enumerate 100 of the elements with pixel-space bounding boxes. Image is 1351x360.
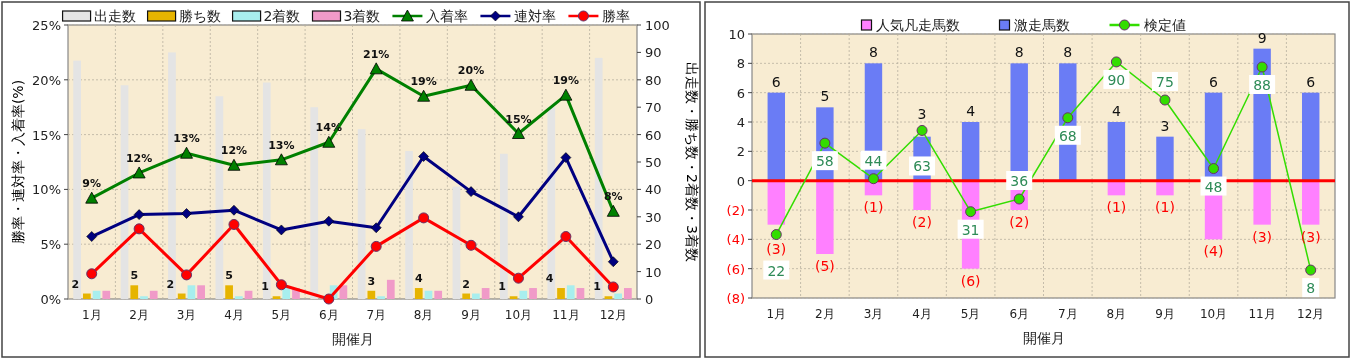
bar bbox=[1107, 122, 1126, 181]
bar bbox=[414, 288, 423, 299]
bar bbox=[82, 293, 91, 299]
bar bbox=[168, 52, 176, 299]
bar bbox=[1301, 92, 1320, 181]
bar bbox=[102, 290, 111, 299]
data-label: 22 bbox=[767, 262, 786, 279]
point bbox=[132, 166, 146, 179]
data-label: (6) bbox=[960, 272, 981, 289]
bar bbox=[367, 290, 376, 299]
x-tick-label: 3月 bbox=[176, 308, 197, 322]
data-label: 13% bbox=[268, 138, 295, 152]
data-label: 1 bbox=[498, 280, 506, 294]
x-tick-label: 2月 bbox=[129, 308, 149, 322]
data-label: (3) bbox=[1252, 228, 1273, 245]
point bbox=[417, 89, 431, 102]
bar bbox=[614, 293, 623, 299]
x-tick-label: 5月 bbox=[271, 308, 292, 322]
data-label: 5 bbox=[820, 88, 830, 105]
legend-label: 3着数 bbox=[343, 8, 381, 24]
point bbox=[85, 191, 99, 204]
data-label: 3 bbox=[1160, 117, 1170, 134]
bar bbox=[1156, 180, 1174, 196]
y-tick-label: 10 bbox=[728, 27, 745, 42]
y-tick-label: 20% bbox=[32, 72, 61, 88]
x-axis-title: 開催月 bbox=[331, 331, 374, 347]
point bbox=[513, 211, 524, 223]
y2-tick-label: 50 bbox=[645, 155, 662, 170]
data-label: 4 bbox=[545, 272, 554, 286]
x-tick-label: 10月 bbox=[1199, 307, 1228, 321]
bar bbox=[767, 180, 786, 225]
bar bbox=[547, 107, 556, 299]
y2-tick-label: 90 bbox=[645, 45, 662, 61]
data-label: 15% bbox=[505, 112, 532, 126]
point bbox=[560, 152, 572, 163]
bar bbox=[282, 288, 291, 299]
x-tick-label: 6月 bbox=[318, 308, 339, 322]
data-label: 58 bbox=[815, 153, 834, 170]
data-label: 9% bbox=[82, 177, 102, 191]
data-label: (4) bbox=[1203, 243, 1224, 260]
legend-label: 連対率 bbox=[514, 8, 557, 24]
point bbox=[418, 151, 429, 162]
x-axis-title: 開催月 bbox=[1022, 330, 1065, 346]
legend-label: 入着率 bbox=[426, 8, 469, 24]
y-tick-label: 0% bbox=[40, 292, 61, 307]
bar bbox=[405, 151, 413, 299]
data-label: 5 bbox=[130, 269, 139, 283]
data-label: 90 bbox=[1107, 71, 1126, 88]
y-tick-label: (8) bbox=[726, 291, 745, 306]
point bbox=[560, 231, 572, 243]
bar bbox=[462, 293, 471, 299]
point bbox=[133, 209, 145, 220]
bar bbox=[529, 288, 537, 299]
bar bbox=[225, 285, 233, 299]
data-label: 1 bbox=[593, 280, 601, 294]
data-label: 4 bbox=[414, 272, 423, 286]
bar bbox=[624, 288, 632, 299]
y-tick-label: (4) bbox=[726, 232, 745, 248]
bar bbox=[149, 290, 158, 299]
data-label: 63 bbox=[913, 158, 931, 175]
bar bbox=[594, 57, 603, 299]
point bbox=[323, 293, 335, 305]
point bbox=[464, 78, 478, 91]
y2-tick-label: 60 bbox=[645, 127, 662, 143]
point bbox=[512, 127, 525, 139]
data-label: (2) bbox=[1009, 214, 1030, 230]
point bbox=[1208, 163, 1220, 175]
y2-tick-label: 20 bbox=[645, 237, 662, 253]
data-label: (1) bbox=[863, 199, 884, 216]
y-tick-label: 25% bbox=[32, 18, 61, 33]
x-tick-label: 11月 bbox=[1248, 307, 1276, 321]
data-label: 48 bbox=[1204, 178, 1223, 195]
y-tick-label: 10% bbox=[32, 182, 61, 198]
data-label: (5) bbox=[814, 258, 835, 274]
x-tick-label: 4月 bbox=[224, 308, 244, 322]
point bbox=[965, 206, 977, 218]
data-label: 19% bbox=[410, 75, 437, 89]
data-label: 6 bbox=[1306, 73, 1316, 90]
point bbox=[1305, 264, 1317, 276]
x-tick-label: 4月 bbox=[912, 307, 932, 321]
point bbox=[370, 222, 382, 234]
data-label: 8 bbox=[1306, 280, 1316, 297]
point bbox=[770, 229, 782, 241]
y2-tick-label: 0 bbox=[645, 292, 654, 307]
point bbox=[1159, 94, 1171, 106]
point bbox=[276, 224, 287, 236]
x-tick-label: 8月 bbox=[1106, 307, 1127, 321]
data-label: 4 bbox=[966, 103, 976, 119]
y2-tick-label: 30 bbox=[645, 209, 662, 225]
x-tick-label: 5月 bbox=[960, 307, 981, 321]
y-tick-label: (6) bbox=[726, 261, 745, 277]
legend-label: 2着数 bbox=[263, 8, 301, 24]
bar bbox=[434, 290, 443, 299]
point bbox=[86, 231, 98, 242]
bar bbox=[519, 290, 528, 299]
legend-label: 勝率 bbox=[602, 8, 631, 24]
bar bbox=[234, 296, 243, 299]
data-label: (2) bbox=[912, 214, 932, 230]
x-tick-label: 2月 bbox=[815, 307, 835, 321]
bar bbox=[816, 180, 834, 254]
